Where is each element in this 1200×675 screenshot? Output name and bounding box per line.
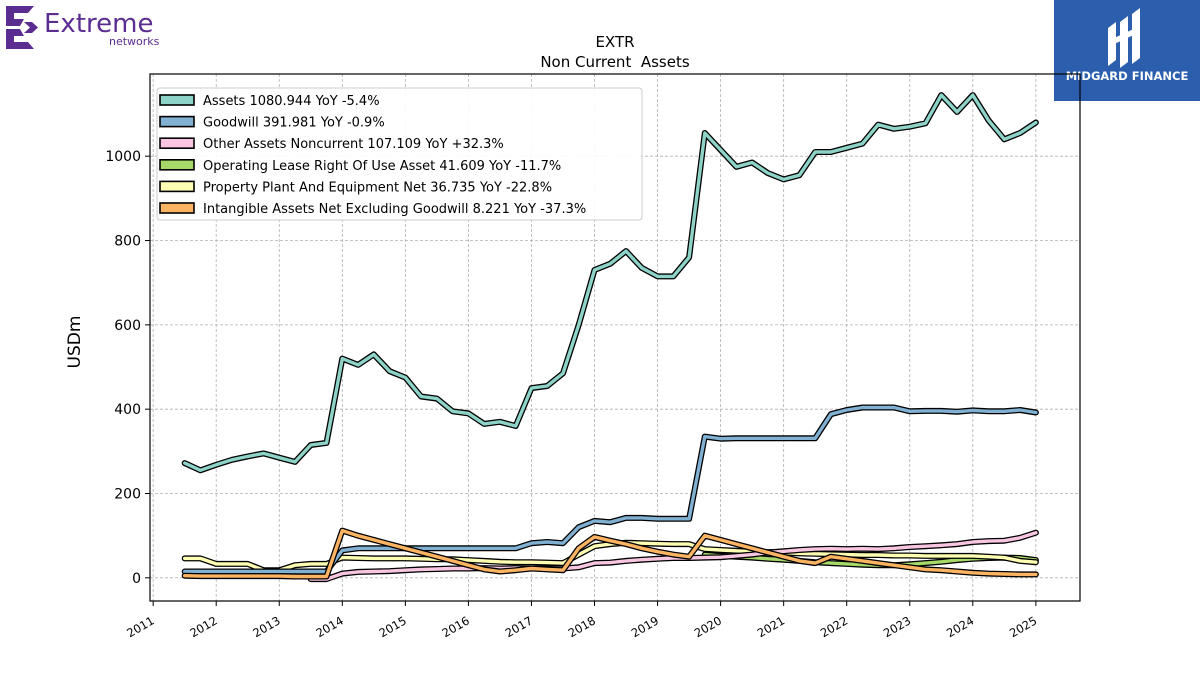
series-layer: [181, 92, 1039, 583]
x-tick-label: 2022: [818, 613, 850, 640]
legend-label: Operating Lease Right Of Use Asset 41.60…: [203, 159, 561, 174]
y-tick-label: 0: [132, 571, 141, 587]
legend-box: [156, 87, 643, 221]
chart-subtitle: Non Current Assets: [540, 53, 690, 71]
x-tick-label: 2020: [692, 613, 724, 640]
series-line-property-plant-and-equipment-net: [182, 541, 1038, 572]
midgard-finance-logo: MIDGARD FINANCE: [1054, 0, 1200, 101]
series-line-other-assets-noncurrent: [309, 531, 1038, 581]
x-tick-label: 2025: [1007, 613, 1039, 640]
legend-label: Other Assets Noncurrent 107.109 YoY +32.…: [203, 137, 504, 152]
x-tick-label: 2024: [944, 613, 976, 640]
y-tick-label: 200: [114, 486, 141, 502]
x-tick-label: 2015: [376, 613, 408, 640]
x-tick-label: 2012: [187, 613, 219, 640]
y-tick-label: 400: [114, 402, 141, 418]
x-tick-label: 2019: [629, 613, 661, 640]
plot-frame: [149, 73, 1081, 602]
midgard-brand-text: MIDGARD FINANCE: [1066, 69, 1189, 83]
x-tick-label: 2013: [250, 613, 282, 640]
legend-swatch: [159, 115, 195, 128]
x-axis: 2011 2012 2013 2014 2015 2016 2017 2018 2019 2020…: [124, 601, 1039, 640]
extreme-logo-mark-icon: [6, 6, 38, 49]
legend-label: Goodwill 391.981 YoY -0.9%: [203, 116, 385, 131]
x-tick-label: 2011: [124, 613, 156, 640]
x-tick-label: 2023: [881, 613, 913, 640]
legend-label: Property Plant And Equipment Net 36.735 …: [203, 180, 552, 195]
y-tick-label: 1000: [105, 149, 141, 165]
series-line-assets: [182, 93, 1038, 472]
legend-swatch: [159, 137, 195, 149]
legend-label: Assets 1080.944 YoY -5.4%: [203, 94, 380, 109]
y-tick-label: 800: [114, 234, 141, 250]
y-axis-label: USDm: [65, 316, 85, 369]
y-axis: 0 200 400 600 800 1000: [105, 149, 150, 587]
legend-label: Intangible Assets Net Excluding Goodwill…: [203, 202, 586, 217]
x-tick-label: 2014: [313, 613, 345, 640]
legend-swatch: [159, 94, 195, 106]
x-tick-label: 2016: [440, 613, 472, 640]
x-tick-label: 2017: [503, 613, 535, 640]
legend: Assets 1080.944 YoY -5.4% Goodwill 391.98…: [156, 87, 643, 221]
extreme-networks-logo: Extreme networks: [4, 4, 204, 52]
x-tick-label: 2018: [566, 613, 598, 640]
legend-swatch: [159, 202, 195, 214]
series-line-intangible-assets-net-excluding-goodwill: [182, 528, 1038, 579]
legend-swatch: [159, 180, 195, 193]
extreme-brand-text: Extreme: [44, 9, 153, 39]
midgard-logo-mark-icon: [1108, 8, 1140, 68]
x-tick-label: 2021: [755, 613, 787, 640]
legend-swatch: [159, 159, 195, 171]
y-tick-label: 600: [114, 318, 141, 334]
chart-title: EXTR: [595, 33, 634, 51]
extreme-sub-text: networks: [109, 35, 160, 48]
